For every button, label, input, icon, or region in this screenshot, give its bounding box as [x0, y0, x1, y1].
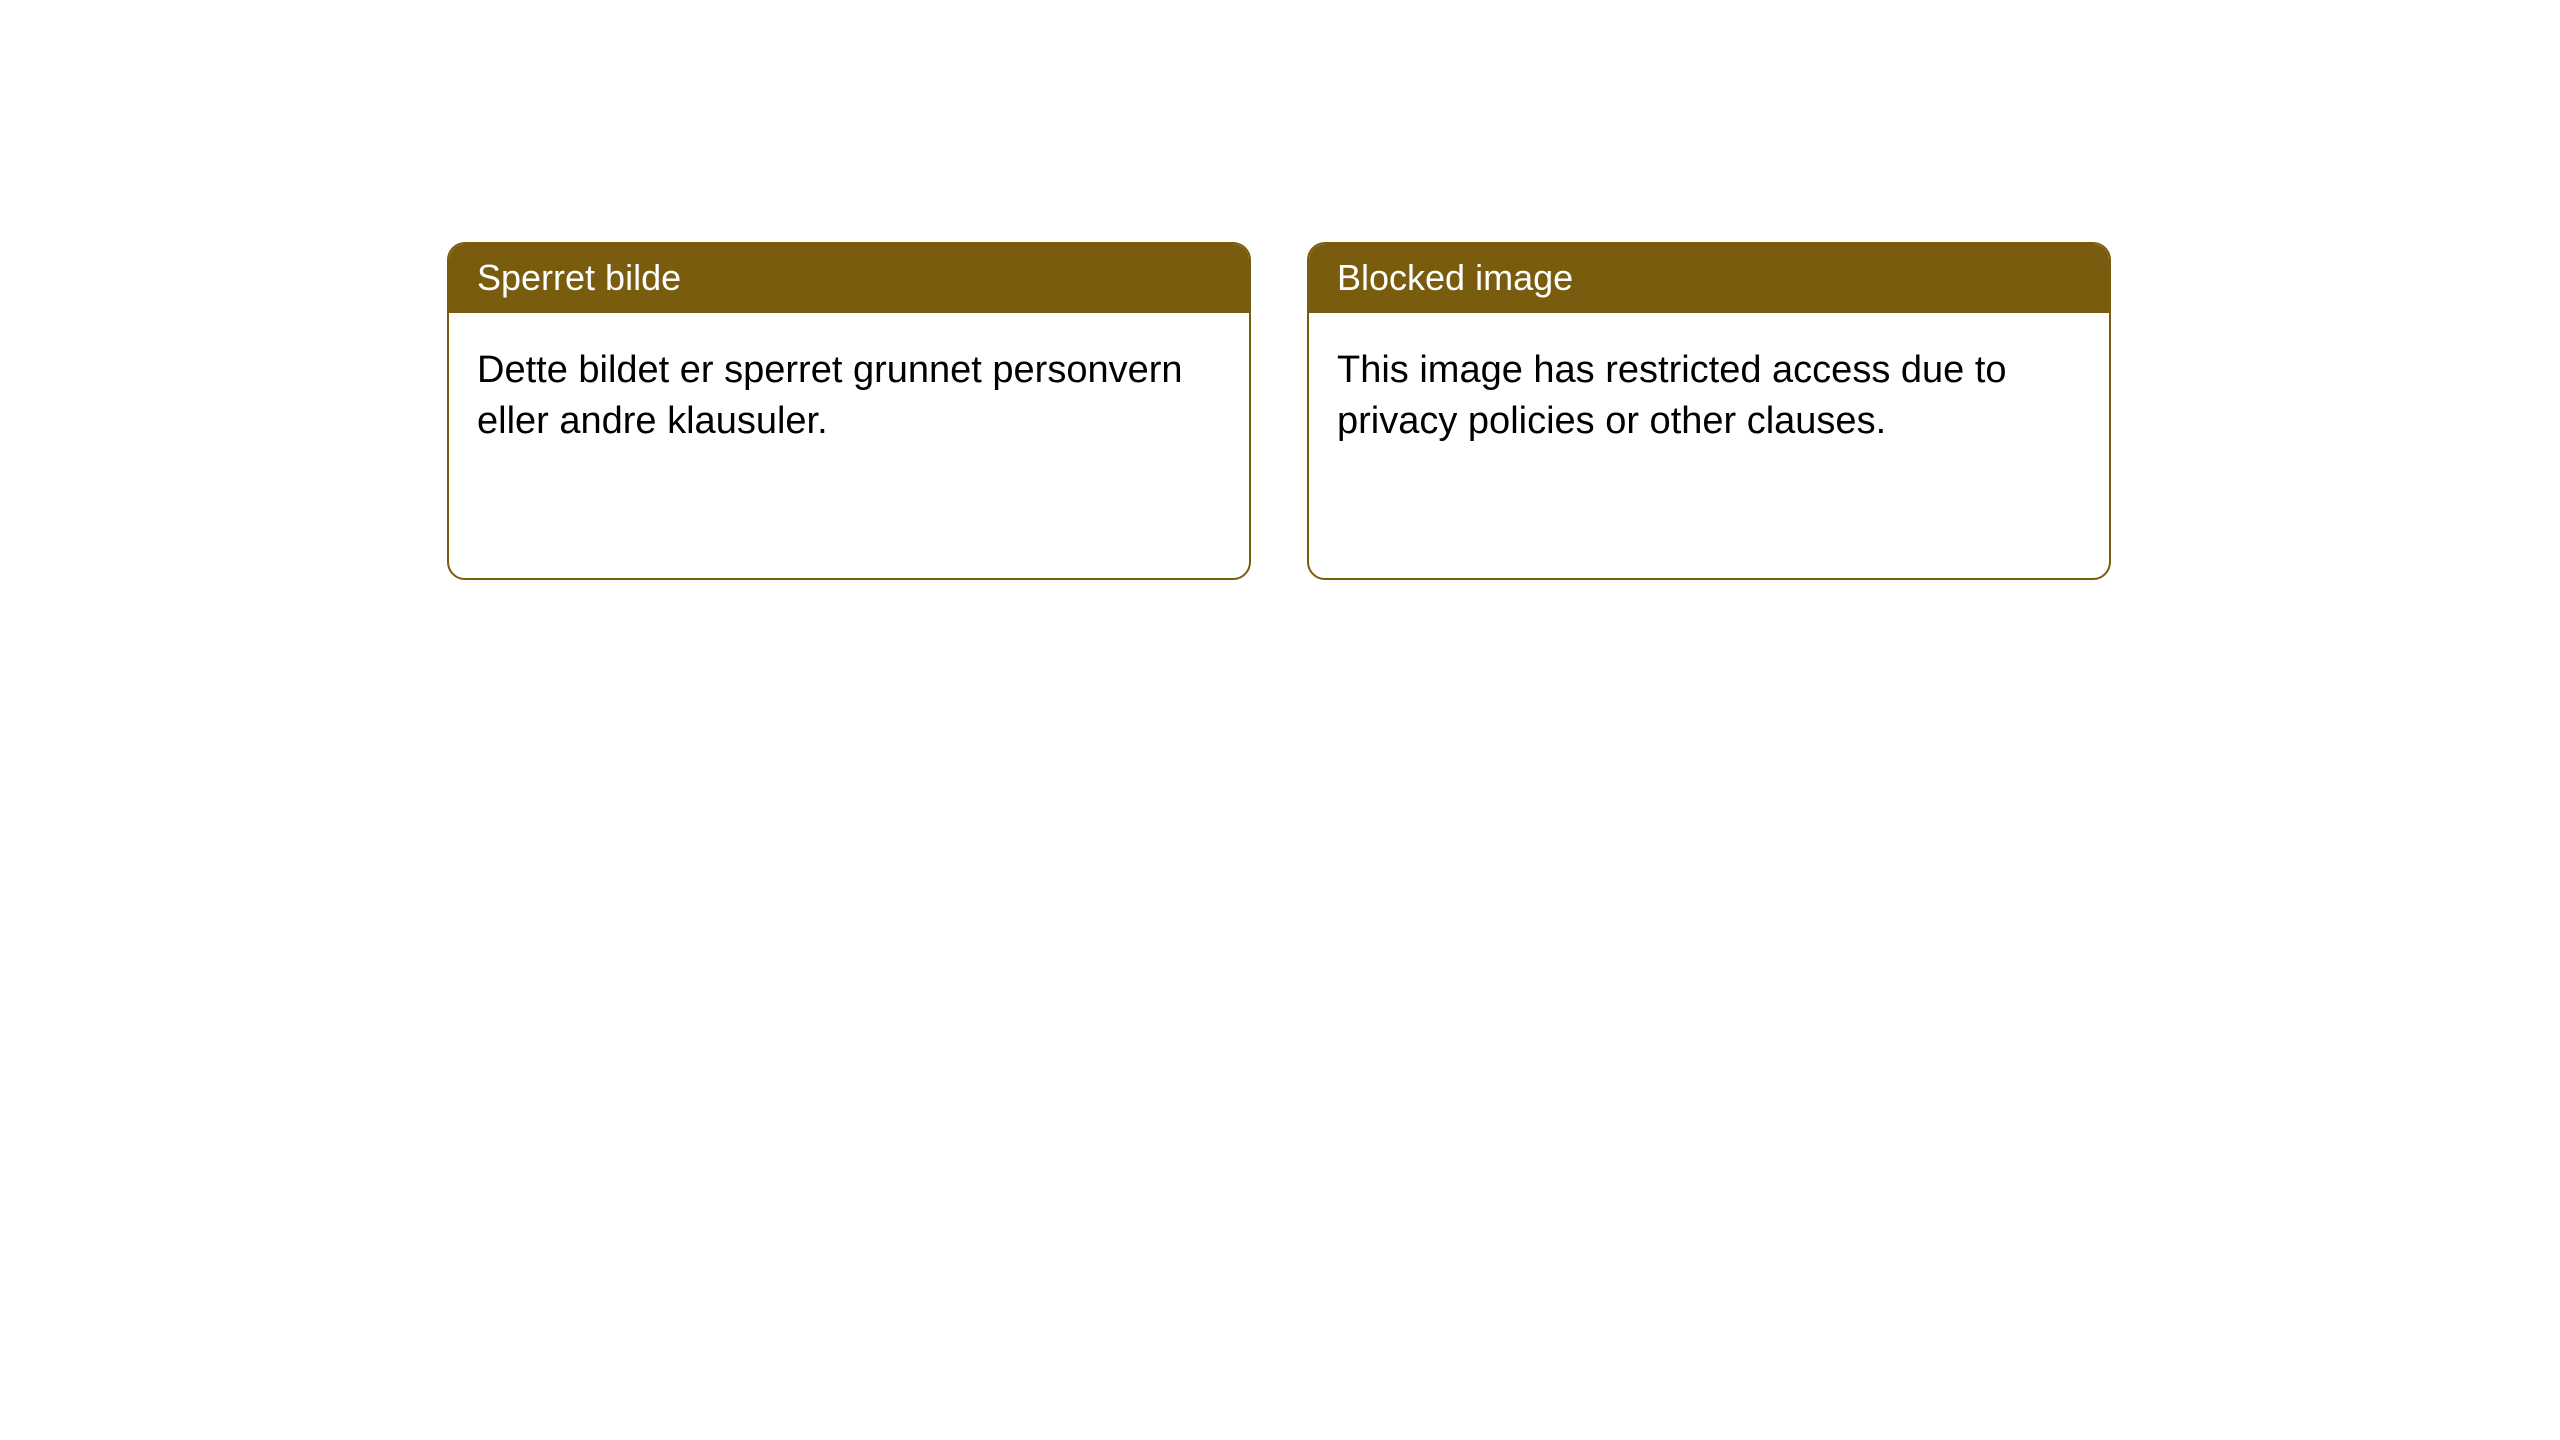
card-body-text: This image has restricted access due to …: [1337, 349, 2007, 442]
card-title: Sperret bilde: [477, 257, 681, 298]
card-header: Sperret bilde: [449, 244, 1249, 313]
blocked-image-card-no: Sperret bilde Dette bildet er sperret gr…: [447, 242, 1251, 580]
card-body: Dette bildet er sperret grunnet personve…: [449, 313, 1249, 480]
card-title: Blocked image: [1337, 257, 1573, 298]
notice-container: Sperret bilde Dette bildet er sperret gr…: [0, 0, 2560, 580]
card-body: This image has restricted access due to …: [1309, 313, 2109, 480]
card-header: Blocked image: [1309, 244, 2109, 313]
card-body-text: Dette bildet er sperret grunnet personve…: [477, 349, 1183, 442]
blocked-image-card-en: Blocked image This image has restricted …: [1307, 242, 2111, 580]
